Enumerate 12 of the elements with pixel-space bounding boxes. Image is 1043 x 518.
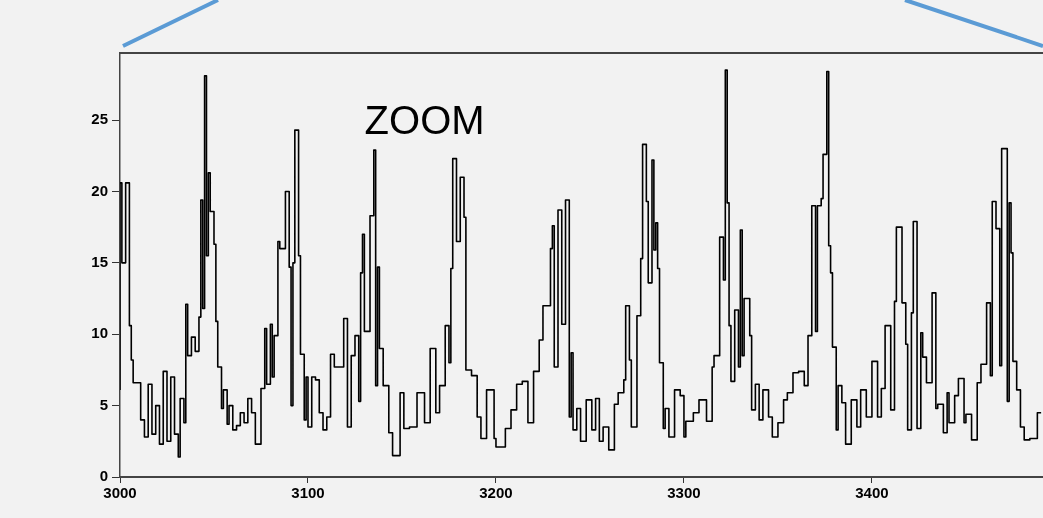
y-tick-label: 0	[99, 467, 108, 485]
y-tick-label: 15	[91, 253, 108, 270]
y-tick-label: 20	[91, 181, 108, 199]
y-tick-label: 5	[99, 395, 108, 413]
y-tick-label: 25	[91, 110, 108, 128]
x-tick-label: 3200	[479, 484, 513, 502]
x-tick-label: 3000	[103, 484, 137, 502]
annotation: ZOOM	[364, 98, 485, 143]
x-tick-label: 3300	[667, 484, 701, 502]
x-tick-label: 3400	[855, 484, 889, 502]
y-tick-label: 10	[91, 324, 108, 342]
x-tick-label: 3100	[291, 484, 325, 502]
